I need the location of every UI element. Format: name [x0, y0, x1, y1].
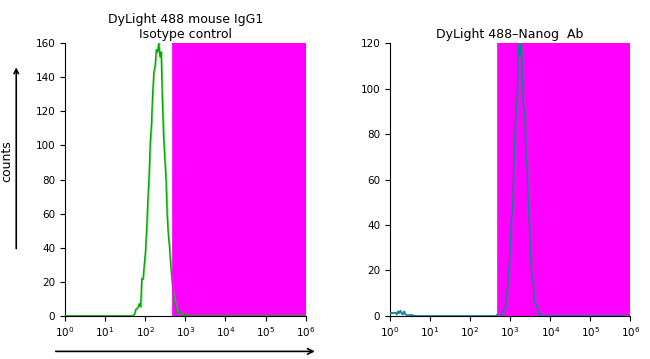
- Text: Nanog Positive: Nanog Positive: [500, 65, 605, 78]
- Title: DyLight 488–Nanog  Ab: DyLight 488–Nanog Ab: [437, 28, 584, 41]
- Bar: [498, 43, 630, 316]
- Bar: [174, 43, 306, 316]
- Text: Nanog Positive: Nanog Positive: [177, 65, 283, 78]
- Title: DyLight 488 mouse IgG1
Isotype control: DyLight 488 mouse IgG1 Isotype control: [108, 13, 263, 41]
- Text: counts: counts: [0, 141, 13, 182]
